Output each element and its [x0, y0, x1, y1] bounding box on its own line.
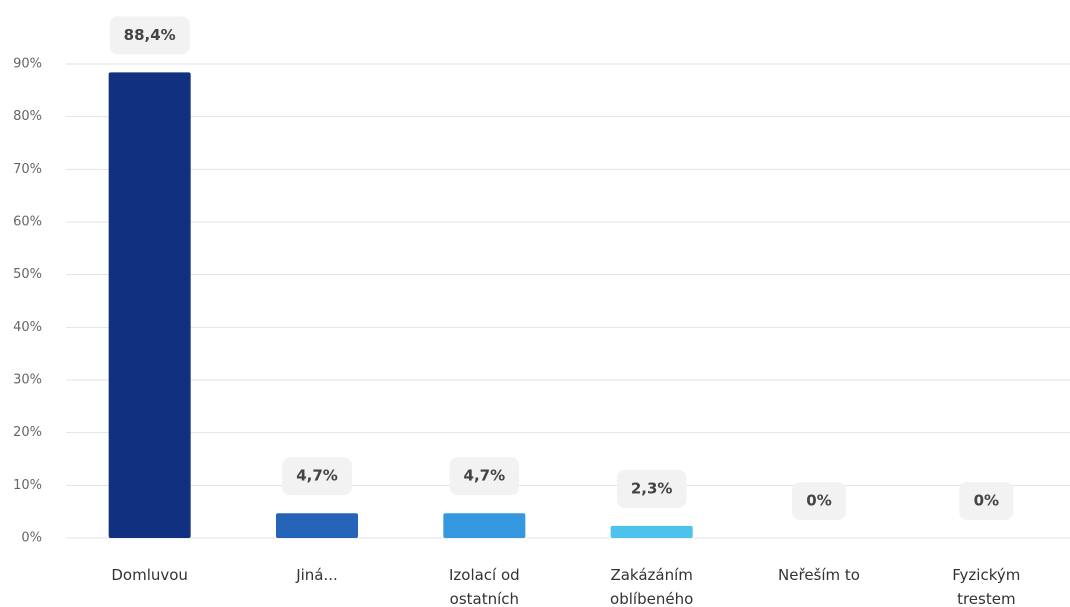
y-tick-label: 60% — [13, 215, 42, 230]
y-tick-label: 20% — [13, 425, 42, 440]
value-label-box — [792, 482, 846, 520]
bar — [276, 513, 358, 538]
x-tick-label: Fyzickým trestem — [952, 566, 1021, 607]
x-tick-label: Jiná... — [296, 566, 338, 584]
y-tick-label: 0% — [21, 531, 42, 546]
value-label-box — [616, 469, 687, 508]
value-label: 2,3% — [631, 479, 673, 497]
y-tick-label: 80% — [13, 109, 42, 124]
x-tick-label: Neřeším to — [778, 566, 860, 584]
bar — [610, 525, 693, 538]
value-label-box — [959, 482, 1014, 520]
value-label-box — [449, 457, 520, 496]
y-tick-label: 50% — [13, 267, 42, 282]
value-label: 0% — [974, 492, 999, 510]
value-label: 0% — [806, 492, 831, 510]
x-tick-label: Domluvou — [111, 566, 188, 584]
value-label: 4,7% — [464, 467, 506, 485]
value-label-box — [109, 16, 190, 55]
x-tick-label: Izolací od ostatních — [448, 566, 520, 607]
bar — [443, 513, 526, 538]
value-label: 88,4% — [124, 26, 176, 44]
value-label-box — [282, 457, 352, 496]
y-tick-label: 30% — [13, 373, 42, 388]
y-tick-label: 70% — [13, 162, 42, 177]
y-tick-label: 40% — [13, 320, 42, 335]
bar — [108, 72, 191, 538]
y-tick-label: 90% — [13, 57, 42, 72]
x-tick-label: Zakázáním oblíbeného — [610, 566, 694, 607]
y-tick-label: 10% — [13, 478, 42, 493]
value-label: 4,7% — [296, 467, 338, 485]
